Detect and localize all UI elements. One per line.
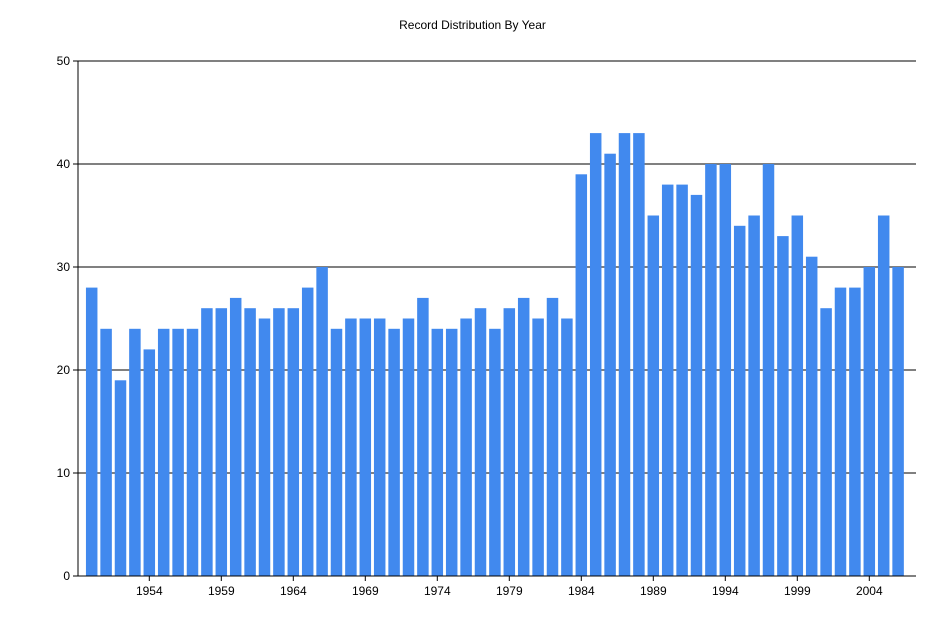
bar-1992 (690, 194, 703, 576)
bar-1967 (330, 328, 343, 576)
bar-1969 (359, 318, 372, 576)
bar-1974 (431, 328, 444, 576)
bar-2002 (834, 287, 847, 576)
bar-1988 (633, 133, 645, 576)
x-tick-label: 1974 (424, 584, 451, 598)
bar-1962 (258, 318, 271, 576)
bar-2000 (805, 256, 818, 576)
bar-1959 (215, 308, 228, 576)
bar-1961 (244, 308, 256, 576)
bar-2004 (863, 267, 876, 576)
bar-1993 (705, 164, 717, 576)
bar-1983 (561, 318, 573, 576)
bar-1955 (157, 328, 170, 576)
bar-1994 (719, 164, 732, 576)
bar-1987 (618, 133, 631, 576)
x-tick-label: 1989 (640, 584, 667, 598)
x-tick-label: 1994 (712, 584, 739, 598)
bar-1997 (762, 164, 775, 576)
bar-1958 (201, 308, 213, 576)
bar-1964 (287, 308, 300, 576)
bar-1953 (129, 328, 141, 576)
bar-1966 (316, 267, 328, 576)
x-tick-label: 2004 (856, 584, 883, 598)
y-tick-label: 20 (57, 363, 71, 377)
bar-1979 (503, 308, 516, 576)
y-tick-label: 0 (63, 569, 70, 583)
bar-1978 (489, 328, 501, 576)
bar-1998 (777, 236, 789, 576)
x-tick-label: 1969 (352, 584, 379, 598)
y-tick-label: 50 (57, 54, 71, 68)
y-tick-label: 10 (57, 466, 71, 480)
x-tick-label: 1979 (496, 584, 523, 598)
bar-1991 (676, 184, 688, 576)
bar-1984 (575, 174, 588, 577)
bar-1980 (517, 297, 530, 576)
bar-1957 (186, 328, 199, 576)
chart-title: Record Distribution By Year (399, 18, 546, 32)
bar-1968 (345, 318, 357, 576)
bar-1975 (445, 328, 458, 576)
bar-2001 (820, 308, 832, 576)
bar-1971 (388, 328, 400, 576)
bar-2005 (877, 215, 890, 576)
bar-1956 (172, 328, 184, 576)
x-tick-label: 1984 (568, 584, 595, 598)
bar-1981 (532, 318, 544, 576)
bar-1989 (647, 215, 660, 576)
bar-1973 (417, 297, 429, 576)
bar-2003 (849, 287, 861, 576)
bar-1950 (85, 287, 98, 576)
bar-1972 (402, 318, 415, 576)
bar-1990 (661, 184, 674, 576)
y-tick-label: 30 (57, 260, 71, 274)
bar-1952 (114, 380, 127, 576)
bar-1963 (273, 308, 285, 576)
bar-1999 (791, 215, 804, 576)
bar-1951 (100, 328, 112, 576)
x-tick-label: 1964 (280, 584, 307, 598)
bar-1996 (748, 215, 760, 576)
y-tick-label: 40 (57, 157, 71, 171)
bar-1977 (474, 308, 487, 576)
bar-1985 (589, 133, 602, 576)
bar-1965 (301, 287, 314, 576)
bar-2006 (892, 267, 904, 576)
bar-1986 (604, 153, 616, 576)
x-tick-label: 1999 (784, 584, 811, 598)
bar-1982 (546, 297, 559, 576)
bar-1954 (143, 349, 156, 576)
bar-1970 (373, 318, 386, 576)
bar-1960 (229, 297, 242, 576)
bar-1995 (733, 225, 746, 577)
bar-1976 (460, 318, 472, 576)
x-tick-label: 1959 (208, 584, 235, 598)
x-tick-label: 1954 (136, 584, 163, 598)
